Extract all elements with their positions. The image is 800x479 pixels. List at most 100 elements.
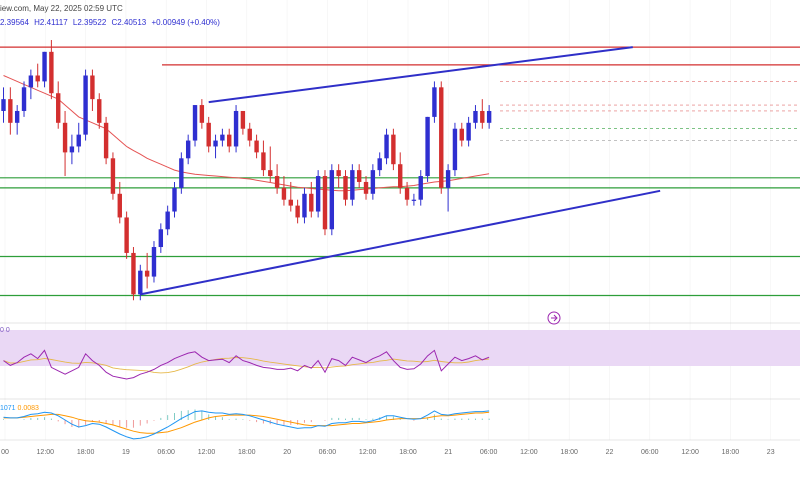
candle-body xyxy=(90,75,95,100)
candle-body xyxy=(103,122,109,159)
candle-body xyxy=(329,170,335,230)
candle-body xyxy=(21,87,27,111)
time-tick-label: 18:00 xyxy=(238,449,256,456)
candle-body xyxy=(288,199,293,206)
macd-line xyxy=(3,410,490,440)
ohlc-readout: 2.39564 H2.41117 L2.39522 C2.40513 +0.00… xyxy=(0,18,223,27)
candle-body xyxy=(425,116,430,177)
candle-body xyxy=(418,176,423,200)
candle-body xyxy=(370,170,376,194)
time-tick-label: 06:00 xyxy=(157,449,175,456)
candle-body xyxy=(1,99,6,111)
candle-body xyxy=(295,205,300,218)
candle-body xyxy=(56,93,61,123)
candle-body xyxy=(42,51,47,82)
candle-body xyxy=(486,110,492,123)
time-tick-label: 19 xyxy=(122,449,130,456)
rsi-line xyxy=(3,349,490,380)
candle-body xyxy=(172,187,177,212)
candle-body xyxy=(391,134,396,165)
candle-body xyxy=(28,75,34,88)
candle-body xyxy=(466,122,471,141)
time-tick-label: 21 xyxy=(444,449,452,456)
candle-body xyxy=(220,134,225,141)
rsi-label: 0 0 xyxy=(0,327,10,334)
time-tick-label: 12:00 xyxy=(198,449,216,456)
ohlc-low: L2.39522 xyxy=(72,18,107,27)
candle-body xyxy=(192,105,198,141)
candle-body xyxy=(14,110,20,123)
time-tick-label: 12:00 xyxy=(520,449,538,456)
candle-body xyxy=(432,87,437,117)
trendline xyxy=(140,189,661,296)
candle-body xyxy=(49,51,54,94)
candle-body xyxy=(8,99,13,123)
time-tick-label: 06:00 xyxy=(641,449,659,456)
candle-body xyxy=(206,122,211,147)
macd-signal-value: 0.0083 xyxy=(17,405,39,412)
candle-body xyxy=(83,75,88,135)
chart-source-date: iew.com, May 22, 2025 02:59 UTC xyxy=(0,4,123,13)
candle-body xyxy=(76,134,81,147)
ohlc-high: H2.41117 xyxy=(34,18,68,27)
moving-average-line xyxy=(3,75,490,192)
candle-body xyxy=(480,110,485,123)
candle-body xyxy=(199,105,205,123)
rsi-band xyxy=(0,330,800,366)
time-tick-label: 12:00 xyxy=(359,449,377,456)
candle-body xyxy=(439,87,444,188)
candle-body xyxy=(363,181,369,194)
candle-body xyxy=(459,128,464,141)
rsi-ma-line xyxy=(3,357,490,374)
time-tick-label: 12:00 xyxy=(37,449,55,456)
candle-body xyxy=(343,176,348,200)
macd-label: 1071 0.0083 xyxy=(0,405,39,412)
candle-body xyxy=(322,176,328,230)
candle-body xyxy=(315,176,321,212)
candle-body xyxy=(62,122,68,153)
candle-body xyxy=(97,99,102,123)
candle-body xyxy=(131,252,136,295)
time-tick-label: 00 xyxy=(1,449,9,456)
candle-body xyxy=(144,270,150,277)
candles xyxy=(1,40,492,301)
candle-body xyxy=(165,211,170,230)
candle-body xyxy=(384,134,389,159)
ohlc-change: +0.00949 (+0.40%) xyxy=(151,18,220,27)
candle-body xyxy=(69,146,75,153)
time-axis-ticks: 00 12:00 18:00 19 06:00 12:00 18:00 20 06:00 12:0… xyxy=(1,449,775,456)
candle-body xyxy=(227,134,232,147)
time-tick-label: 23 xyxy=(767,449,775,456)
macd-value: 1071 xyxy=(0,405,16,412)
candle-body xyxy=(247,128,252,141)
candle-body xyxy=(124,217,129,253)
candle-body xyxy=(240,110,246,129)
candle-body xyxy=(35,75,40,82)
candle-body xyxy=(274,176,280,188)
candle-body xyxy=(473,110,478,123)
candle-body xyxy=(254,140,259,153)
time-tick-label: 06:00 xyxy=(319,449,337,456)
candle-body xyxy=(281,187,287,200)
candle-body xyxy=(151,247,157,277)
candle-body xyxy=(302,193,307,218)
time-tick-label: 18:00 xyxy=(77,449,95,456)
replay-icon[interactable] xyxy=(547,311,561,325)
time-tick-label: 12:00 xyxy=(681,449,699,456)
candle-body xyxy=(268,170,273,177)
candle-body xyxy=(445,170,451,188)
candle-body xyxy=(213,140,218,147)
candle-body xyxy=(356,170,362,182)
candle-body xyxy=(233,110,239,147)
candle-body xyxy=(158,229,164,248)
trendlines xyxy=(140,46,661,296)
candle-body xyxy=(309,193,314,212)
time-tick-label: 20 xyxy=(283,449,291,456)
candle-body xyxy=(411,199,417,201)
candle-body xyxy=(350,170,355,200)
candle-body xyxy=(138,270,143,295)
price-dash-lines xyxy=(500,81,800,141)
time-tick-label: 18:00 xyxy=(722,449,740,456)
chart-grid xyxy=(4,0,772,440)
